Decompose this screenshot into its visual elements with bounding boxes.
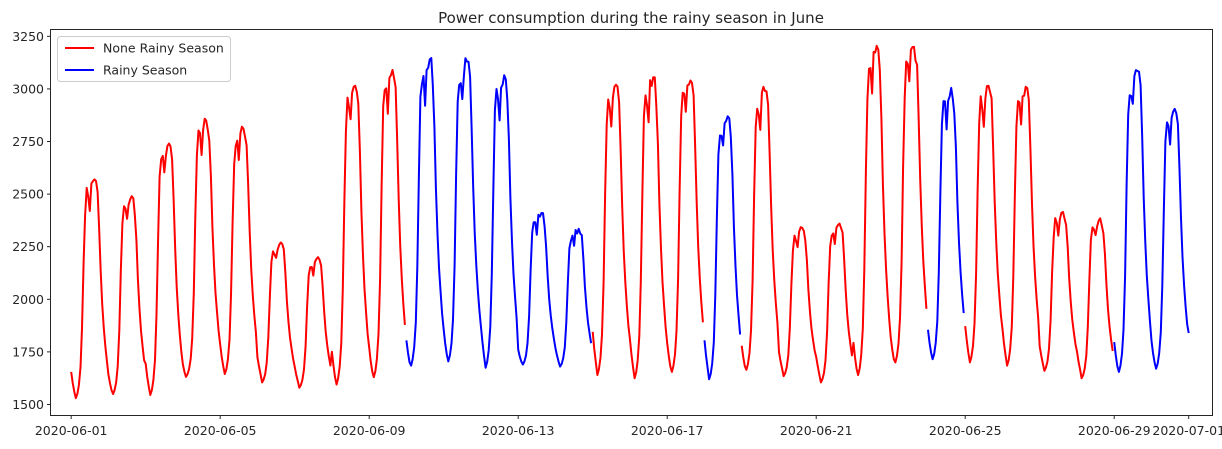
y-tick-label: 1500 <box>12 397 44 412</box>
x-tick-label: 2020-07-01 <box>1152 423 1222 438</box>
x-axis: 2020-06-01 2020-06-05 2020-06-09 2020-06-13… <box>35 415 1222 438</box>
y-tick-label: 3250 <box>12 29 44 44</box>
x-tick-label: 2020-06-05 <box>184 423 257 438</box>
y-tick-label: 2750 <box>12 134 44 149</box>
x-tick-label: 2020-06-29 <box>1078 423 1151 438</box>
plot-area-frame <box>50 29 1213 416</box>
x-tick-label: 2020-06-13 <box>482 423 555 438</box>
x-tick-label: 2020-06-25 <box>929 423 1002 438</box>
x-tick-label: 2020-06-17 <box>631 423 704 438</box>
y-tick-label: 2500 <box>12 187 44 202</box>
series-line-rainy <box>405 57 593 369</box>
legend-box <box>57 36 231 82</box>
series-line-none-rainy <box>964 84 1114 380</box>
chart-title: Power consumption during the rainy seaso… <box>438 9 824 27</box>
series-line-rainy <box>1113 69 1190 373</box>
y-tick-label: 1750 <box>12 344 44 359</box>
y-tick-label: 3000 <box>12 81 44 96</box>
legend: None Rainy Season Rainy Season <box>57 36 231 82</box>
series-lines <box>70 44 1190 400</box>
series-line-none-rainy <box>70 69 406 400</box>
x-tick-label: 2020-06-01 <box>35 423 108 438</box>
legend-label-rainy: Rainy Season <box>103 63 187 78</box>
x-tick-label: 2020-06-09 <box>333 423 406 438</box>
series-line-none-rainy <box>740 44 928 384</box>
legend-label-none-rainy: None Rainy Season <box>103 41 224 56</box>
y-tick-label: 2000 <box>12 292 44 307</box>
x-tick-label: 2020-06-21 <box>780 423 853 438</box>
series-line-rainy <box>703 115 742 381</box>
series-line-rainy <box>927 86 965 361</box>
y-axis: 1500 1750 2000 2250 2500 2750 3000 3250 <box>12 29 51 412</box>
y-tick-label: 2250 <box>12 239 44 254</box>
series-line-none-rainy <box>591 76 704 380</box>
